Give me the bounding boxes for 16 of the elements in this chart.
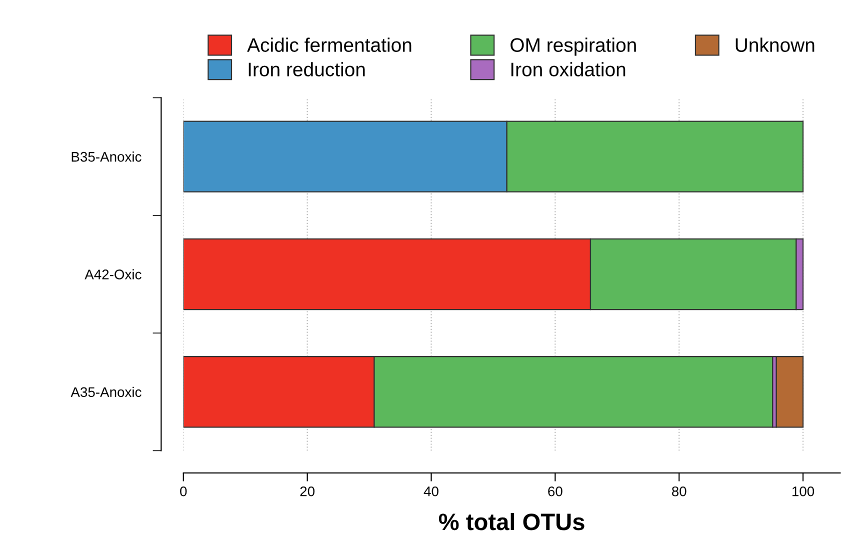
legend-label: Iron reduction <box>248 62 365 76</box>
x-tick-label: 60 <box>548 486 562 496</box>
x-tick-label: 80 <box>672 486 686 496</box>
x-tick-label: 100 <box>792 486 814 496</box>
legend-label: OM respiration <box>510 38 636 56</box>
x-tick-label: 20 <box>300 486 315 496</box>
legend-label: Unknown <box>736 38 814 52</box>
x-tick-label: 40 <box>424 486 438 496</box>
bar <box>776 356 804 428</box>
x-tick-label: 0 <box>180 486 187 496</box>
legend-label: Acidic fermentation <box>247 38 412 52</box>
y-tick-label: A42-Oxic <box>84 269 142 280</box>
legend-label: Iron oxidation <box>511 62 626 76</box>
y-tick-label: A35-Anoxic <box>70 386 142 398</box>
x-axis-title: % total OTUs <box>438 512 584 530</box>
y-tick-label: B35-Anoxic <box>72 152 142 162</box>
